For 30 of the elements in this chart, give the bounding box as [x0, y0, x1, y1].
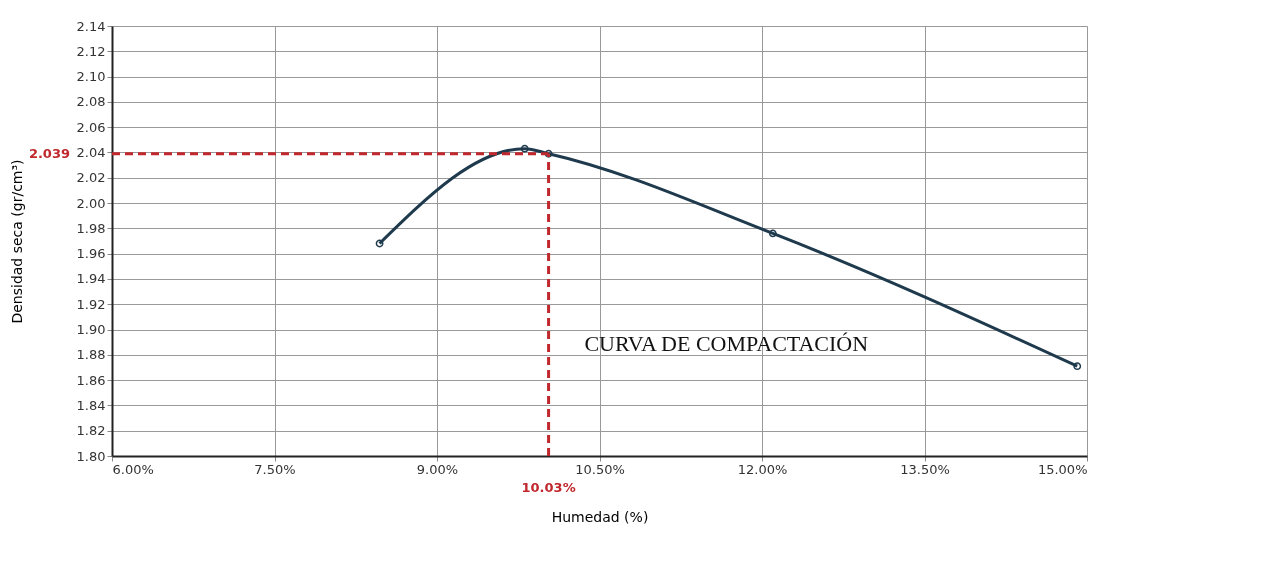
y-tick-label: 1.94: [76, 271, 106, 287]
x-tick-label: 10.50%: [575, 461, 625, 477]
x-tick-label: 6.00%: [112, 461, 154, 477]
ref-line-label: 2.039: [28, 145, 70, 161]
x-tick-label: 13.50%: [900, 461, 950, 477]
y-tick-label: 2.04: [76, 144, 106, 160]
y-tick-label: 1.96: [76, 246, 106, 262]
y-tick-label: 1.82: [76, 423, 106, 439]
x-tick-label: 15.00%: [1037, 461, 1088, 477]
annotation: CURVA DE COMPACTACIÓN: [584, 331, 869, 357]
x-tick-label: 9.00%: [416, 461, 459, 477]
x-axis-title: Humedad (%): [551, 508, 649, 525]
y-tick-label: 1.84: [76, 397, 106, 413]
y-axis-title: Densidad seca (gr/cm³): [8, 159, 25, 324]
y-tick-label: 1.80: [76, 448, 106, 464]
y-tick-label: 2.10: [76, 69, 106, 85]
y-tick-label: 2.12: [76, 43, 106, 59]
ref-line-label: 10.03%: [521, 480, 576, 495]
x-tick-label: 12.00%: [737, 461, 788, 477]
y-tick-label: 1.92: [76, 296, 106, 312]
y-tick-label: 1.88: [76, 347, 106, 363]
y-tick-label: 2.02: [76, 170, 106, 186]
y-tick-label: 2.06: [76, 119, 106, 135]
y-tick-label: 1.98: [76, 220, 106, 236]
x-tick-label: 7.50%: [254, 461, 296, 477]
y-tick-label: 2.14: [76, 18, 106, 34]
y-tick-label: 1.86: [76, 372, 106, 388]
y-tick-label: 1.90: [76, 322, 106, 338]
y-tick-label: 2.08: [76, 94, 106, 110]
y-tick-label: 2.00: [76, 195, 106, 211]
